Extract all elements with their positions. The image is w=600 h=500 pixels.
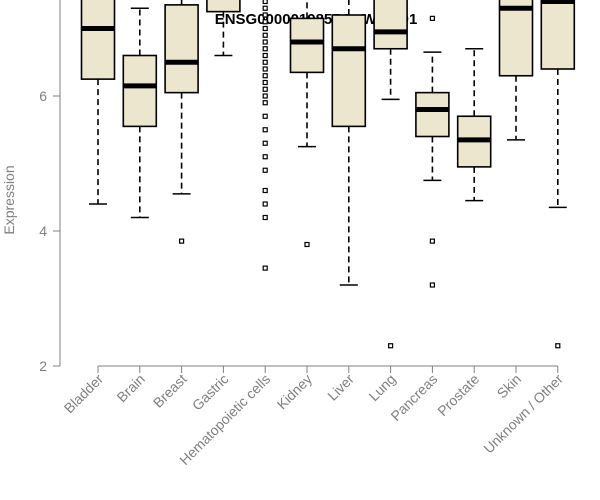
box-group — [373, 0, 408, 349]
outlier-point — [262, 73, 268, 79]
iqr-box — [540, 0, 576, 70]
outlier-point — [262, 100, 268, 106]
y-axis: 246810 — [39, 0, 61, 374]
box-group — [331, 0, 367, 286]
box-group — [415, 15, 450, 288]
outlier-point — [555, 343, 561, 349]
outlier-point — [262, 0, 268, 5]
outlier-point — [304, 241, 310, 248]
y-tick-label: 6 — [39, 88, 47, 104]
box-group — [80, 0, 116, 205]
outlier-point — [262, 79, 268, 86]
y-tick-label: 2 — [39, 358, 47, 374]
y-axis-label: Expression — [1, 165, 17, 234]
outlier-point — [262, 5, 268, 11]
box-group — [206, 0, 241, 57]
box-group — [122, 7, 158, 219]
outlier-point — [262, 113, 268, 119]
outlier-point — [262, 214, 268, 221]
outlier-point — [262, 12, 268, 18]
y-tick-label: 4 — [39, 223, 47, 239]
x-tick-label: Prostate — [434, 371, 482, 419]
x-tick-label: Lung — [365, 371, 398, 404]
outlier-point — [262, 25, 268, 32]
iqr-box — [80, 0, 116, 80]
outlier-point — [429, 15, 435, 21]
outlier-point — [262, 187, 268, 194]
x-tick-label: Kidney — [274, 371, 316, 413]
outlier-point — [262, 59, 268, 65]
outlier-point — [262, 46, 268, 52]
iqr-box — [373, 0, 408, 50]
box-group — [262, 0, 268, 271]
box-group — [164, 0, 199, 244]
x-tick-label: Liver — [324, 371, 357, 404]
outlier-point — [262, 93, 268, 99]
outlier-point — [179, 238, 185, 244]
x-tick-label: Bladder — [61, 371, 107, 417]
outlier-point — [429, 238, 435, 244]
box-group — [289, 0, 325, 248]
iqr-box — [415, 91, 450, 138]
boxplot-series — [80, 0, 576, 349]
outlier-point — [262, 154, 268, 160]
box-group — [456, 47, 492, 202]
iqr-box — [331, 14, 367, 128]
x-tick-label: Unknown / Other — [480, 371, 566, 457]
box-group — [540, 0, 576, 349]
outlier-point — [262, 66, 268, 72]
iqr-box — [164, 4, 199, 94]
outlier-point — [262, 52, 268, 59]
outlier-point — [262, 140, 268, 146]
outlier-point — [262, 86, 268, 92]
outlier-point — [262, 167, 268, 173]
iqr-box — [498, 0, 534, 77]
iqr-box — [289, 17, 325, 74]
box-group — [498, 0, 534, 141]
outlier-point — [429, 282, 435, 288]
iqr-box — [206, 0, 241, 13]
outlier-point — [262, 265, 268, 271]
outlier-point — [262, 19, 268, 25]
outlier-point — [262, 32, 268, 38]
x-tick-label: Skin — [494, 371, 525, 402]
x-tick-label: Brain — [113, 371, 147, 405]
iqr-box — [122, 54, 158, 128]
outlier-point — [262, 127, 268, 133]
outlier-point — [262, 201, 268, 207]
x-tick-label: Breast — [150, 371, 190, 411]
outlier-point — [262, 39, 268, 45]
outlier-point — [388, 343, 394, 349]
